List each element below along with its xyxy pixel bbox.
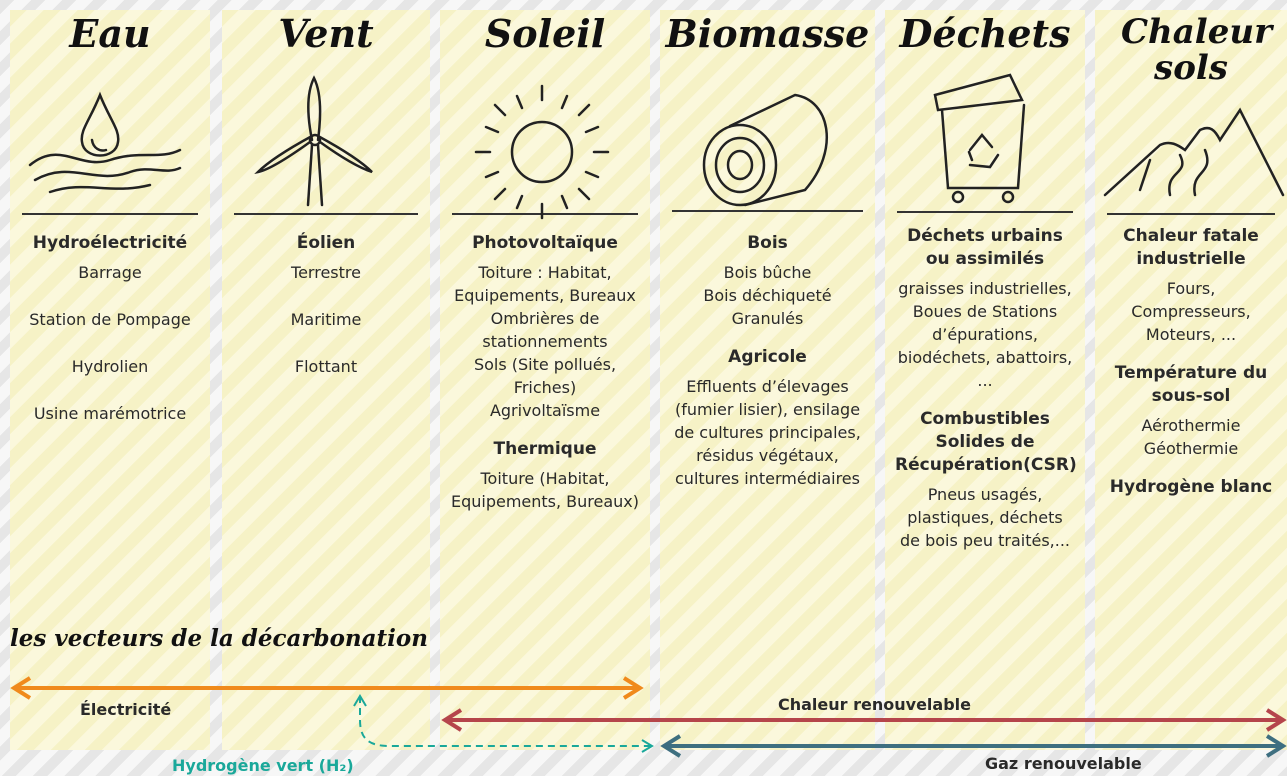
section: Thermique Toiture (Habitat, Equipements, … bbox=[444, 438, 646, 513]
column-title: Biomasse bbox=[665, 11, 870, 56]
column-title: Soleil bbox=[484, 11, 606, 56]
section-item: Bois déchiqueté bbox=[703, 286, 832, 305]
section-item: Flottant bbox=[294, 357, 358, 376]
section: Déchets urbains ou assimilés graisses ind… bbox=[889, 225, 1081, 392]
section: Photovoltaïque Toiture : Habitat, Equipem… bbox=[444, 232, 646, 422]
section-item: Géothermie bbox=[1143, 439, 1239, 458]
section-item: Toiture : Habitat, Equipements, Bureaux bbox=[454, 263, 636, 305]
section-item: Fours, Compresseurs, Moteurs, ... bbox=[1131, 279, 1251, 344]
section: Éolien Terrestre Maritime Flottant bbox=[226, 232, 426, 378]
section-item: Usine marémotrice bbox=[33, 404, 187, 423]
section-item: Hydrolien bbox=[71, 357, 149, 376]
section-item: Granulés bbox=[731, 309, 804, 328]
section: Température du sous-sol Aérothermie Géothe… bbox=[1099, 362, 1283, 460]
section: Agricole Effluents d’élevages (fumier lis… bbox=[664, 346, 871, 490]
section-item: Station de Pompage bbox=[29, 310, 191, 329]
section: Hydrogène blanc bbox=[1099, 476, 1283, 499]
section-item: Agrivoltaïsme bbox=[489, 401, 601, 420]
section-heading: Combustibles Solides de Récupération(CSR… bbox=[895, 409, 1077, 475]
vectors-title: les vecteurs de la décarbonation bbox=[10, 625, 428, 652]
section: Hydroélectricité Barrage Station de Pompag… bbox=[14, 232, 206, 425]
section-heading: Éolien bbox=[296, 233, 356, 253]
column-title: Chaleur sols bbox=[1121, 12, 1272, 88]
column-body: Hydroélectricité Barrage Station de Pompag… bbox=[14, 232, 206, 449]
column-body: Chaleur fatale industrielle Fours, Compre… bbox=[1099, 225, 1283, 515]
column: Biomasse Bois Bois bûche Bois déchiqueté Gra… bbox=[660, 10, 875, 750]
section-heading: Hydroélectricité bbox=[32, 233, 188, 253]
column: Soleil Photovoltaïque Toiture : Habitat, E… bbox=[440, 10, 650, 750]
section-heading: Hydrogène blanc bbox=[1109, 477, 1273, 497]
section-heading: Chaleur fatale industrielle bbox=[1123, 226, 1259, 269]
section-item: Barrage bbox=[78, 263, 142, 282]
column-title: Eau bbox=[69, 11, 151, 56]
column: Vent Éolien Terrestre Maritime Flottant bbox=[222, 10, 430, 750]
section-item: graisses industrielles, Boues de Station… bbox=[897, 279, 1073, 390]
divider bbox=[672, 210, 863, 212]
section: Combustibles Solides de Récupération(CSR… bbox=[889, 408, 1081, 552]
gas-label: Gaz renouvelable bbox=[985, 754, 1142, 773]
section-heading: Agricole bbox=[728, 347, 807, 367]
section-heading: Bois bbox=[747, 233, 788, 253]
section-heading: Température du sous-sol bbox=[1114, 363, 1268, 406]
column-body: Bois Bois bûche Bois déchiqueté Granulés Agr… bbox=[664, 232, 871, 506]
section-heading: Thermique bbox=[493, 439, 597, 459]
section-heading: Photovoltaïque bbox=[472, 233, 618, 253]
section-item: Ombrières de stationnements bbox=[482, 309, 608, 351]
divider bbox=[22, 213, 198, 215]
hydrogen-label: Hydrogène vert (H₂) bbox=[172, 756, 354, 775]
electricity-label: Électricité bbox=[80, 700, 172, 719]
column-body: Photovoltaïque Toiture : Habitat, Equipem… bbox=[444, 232, 646, 529]
section-item: Effluents d’élevages (fumier lisier), en… bbox=[674, 377, 861, 488]
section-item: Maritime bbox=[290, 310, 362, 329]
section-heading: Déchets urbains ou assimilés bbox=[907, 226, 1063, 269]
column-body: Déchets urbains ou assimilés graisses ind… bbox=[889, 225, 1081, 568]
column-title: Déchets bbox=[899, 11, 1071, 56]
section-item: Bois bûche bbox=[723, 263, 812, 282]
section: Chaleur fatale industrielle Fours, Compre… bbox=[1099, 225, 1283, 346]
section-item: Sols (Site pollués, Friches) bbox=[473, 355, 617, 397]
section: Bois Bois bûche Bois déchiqueté Granulés bbox=[664, 232, 871, 330]
column: Déchets Déchets urbains ou assimilés grais… bbox=[885, 10, 1085, 750]
section-item: Terrestre bbox=[291, 263, 361, 282]
column: Chaleur sols Chaleur fatale industrielle F… bbox=[1095, 10, 1287, 750]
section-item: Toiture (Habitat, Equipements, Bureaux) bbox=[450, 469, 640, 511]
heat-label: Chaleur renouvelable bbox=[778, 695, 971, 714]
column-title: Vent bbox=[278, 11, 374, 56]
divider bbox=[897, 211, 1073, 213]
section-item: Aérothermie bbox=[1141, 416, 1241, 435]
section-item: Pneus usagés, plastiques, déchets de boi… bbox=[899, 485, 1071, 550]
divider bbox=[1107, 213, 1275, 215]
divider bbox=[234, 213, 418, 215]
column-body: Éolien Terrestre Maritime Flottant bbox=[226, 232, 426, 402]
divider bbox=[452, 213, 638, 215]
